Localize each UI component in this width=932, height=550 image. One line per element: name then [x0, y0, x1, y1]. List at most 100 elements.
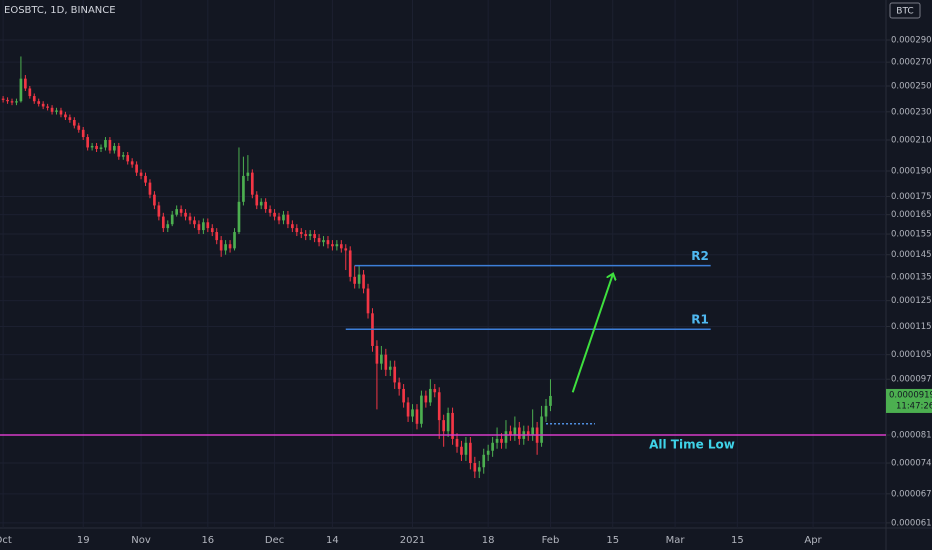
candle-body	[224, 244, 227, 251]
last-price-tag	[886, 388, 932, 413]
candle-body	[46, 106, 49, 108]
candle-body	[469, 442, 472, 464]
candle-body	[108, 139, 112, 151]
candle-body	[380, 354, 383, 364]
candle-body	[406, 402, 410, 417]
candle-body	[184, 212, 187, 217]
candle-body	[6, 99, 9, 102]
candle-body	[393, 366, 397, 383]
candle-body	[402, 388, 405, 403]
candle-body	[491, 442, 494, 451]
candle-body	[366, 288, 370, 314]
candle-body	[455, 438, 459, 447]
candle-body	[424, 395, 428, 403]
candle-body	[540, 416, 543, 443]
candle-body	[526, 431, 530, 436]
candle-body	[549, 395, 552, 406]
last-price-label: 0.0000919	[889, 390, 932, 400]
candle-body	[237, 201, 241, 233]
x-tick-label: 2021	[400, 535, 425, 546]
candle-body	[326, 240, 330, 245]
symbol-title: EOSBTC, 1D, BINANCE	[4, 5, 116, 16]
candle-body	[264, 201, 268, 210]
candle-body	[37, 101, 41, 104]
candle-body	[509, 431, 512, 436]
candle-body	[500, 438, 503, 443]
level-label: R2	[691, 249, 709, 263]
candle-body	[353, 276, 357, 284]
candle-body	[215, 232, 219, 241]
candle-body	[24, 78, 27, 89]
level-label: All Time Low	[649, 438, 735, 452]
x-tick-label: 15	[606, 535, 619, 546]
x-tick-label: Apr	[804, 535, 822, 546]
candle-body	[477, 467, 481, 472]
candle-body	[255, 194, 259, 206]
x-tick-label: Dec	[265, 535, 284, 546]
candle-body	[295, 228, 299, 233]
candle-body	[166, 224, 170, 229]
candle-body	[210, 228, 214, 233]
candle-body	[446, 412, 450, 432]
candle-body	[99, 147, 103, 149]
candle-body	[170, 214, 174, 225]
candle-body	[420, 395, 423, 424]
candle-body	[130, 161, 134, 165]
candle-body	[81, 129, 85, 138]
candle-body	[157, 205, 161, 217]
candle-body	[126, 155, 130, 162]
candle-body	[433, 388, 437, 393]
candle-body	[348, 250, 352, 277]
candle-body	[304, 234, 308, 237]
x-tick-label: Feb	[542, 535, 560, 546]
candle-body	[50, 107, 54, 112]
candle-body	[139, 172, 143, 176]
candle-body	[219, 240, 223, 251]
candle-body	[482, 454, 486, 468]
x-tick-label: 18	[482, 535, 495, 546]
candle-body	[179, 209, 183, 213]
countdown-label: 11:47:26	[896, 401, 932, 411]
candle-body	[517, 427, 521, 439]
candle-body	[148, 182, 152, 195]
candle-body	[68, 117, 72, 121]
candle-body	[86, 137, 90, 148]
candle-body	[282, 214, 285, 221]
candle-body	[531, 427, 535, 436]
candle-body	[357, 274, 361, 284]
candle-body	[193, 220, 196, 225]
candle-body	[544, 405, 548, 417]
candle-body	[277, 216, 281, 221]
candle-body	[15, 101, 18, 103]
candle-body	[10, 101, 14, 103]
candle-body	[19, 78, 23, 102]
candle-body	[411, 409, 414, 417]
candle-body	[90, 145, 94, 148]
candle-body	[72, 120, 76, 126]
candle-body	[291, 224, 294, 229]
candle-body	[344, 248, 348, 251]
candle-body	[104, 139, 107, 148]
x-tick-label: Oct	[0, 535, 12, 546]
candle-body	[77, 125, 81, 130]
candle-body	[317, 238, 321, 243]
candle-body	[451, 412, 454, 439]
drawings: R2 R1 All Time Low	[0, 249, 886, 452]
candle-body	[144, 175, 147, 183]
candle-body	[28, 88, 32, 97]
candle-body	[161, 216, 165, 229]
candle-body	[464, 442, 468, 455]
candle-body	[437, 392, 441, 421]
